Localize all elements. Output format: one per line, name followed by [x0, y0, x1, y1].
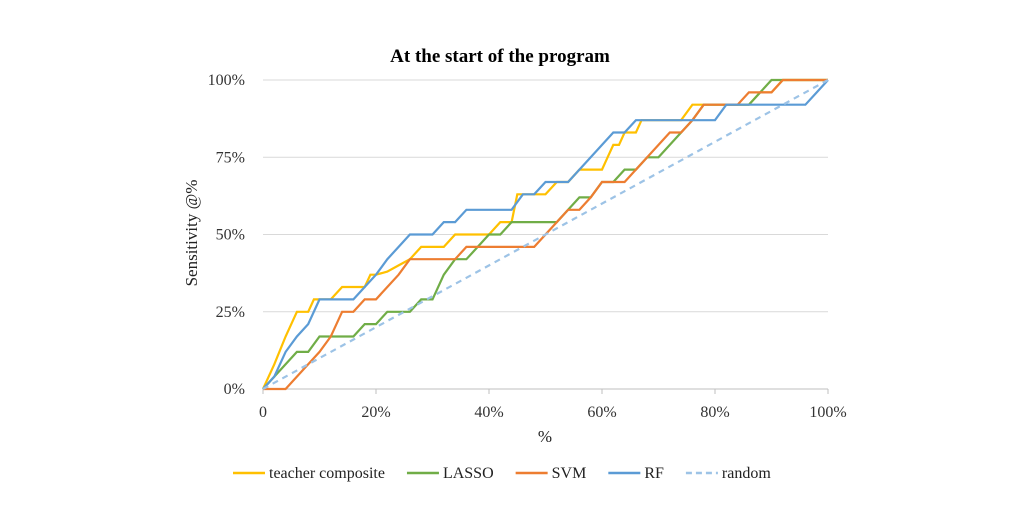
x-tick-label: 20%	[361, 404, 390, 421]
legend-item: RF	[608, 465, 664, 482]
legend-label: RF	[644, 465, 664, 482]
legend: teacher composite LASSO SVM RF random	[233, 465, 771, 482]
tick-labels: 0% 25% 50% 75% 100% 0 20% 40% 60% 80% 100%	[208, 72, 847, 421]
legend-item: random	[685, 465, 771, 482]
legend-item: teacher composite	[233, 465, 385, 482]
gridlines	[263, 79, 828, 313]
series-line-rf	[262, 79, 829, 390]
axes	[262, 388, 829, 394]
x-tick-label: 60%	[587, 404, 616, 421]
legend-label: LASSO	[443, 465, 494, 482]
y-axis-label: Sensitivity @%	[182, 180, 201, 287]
x-tick-label: 80%	[700, 404, 729, 421]
series-line-random	[262, 79, 829, 390]
y-tick-label: 100%	[208, 72, 245, 89]
y-tick-label: 50%	[216, 227, 245, 244]
legend-label: random	[722, 465, 771, 482]
y-tick-label: 25%	[216, 304, 245, 321]
y-tick-label: 0%	[224, 381, 245, 398]
x-tick-label: 40%	[474, 404, 503, 421]
x-tick-label: 0	[259, 404, 267, 421]
series-lines	[261, 78, 829, 391]
legend-label: SVM	[552, 465, 587, 482]
x-tick-label: 100%	[809, 404, 846, 421]
legend-item: LASSO	[406, 465, 494, 482]
y-tick-label: 75%	[216, 149, 245, 166]
legend-item: SVM	[515, 465, 587, 482]
legend-label: teacher composite	[269, 465, 385, 482]
x-axis-label: %	[538, 427, 552, 446]
chart-title: At the start of the program	[390, 46, 610, 67]
